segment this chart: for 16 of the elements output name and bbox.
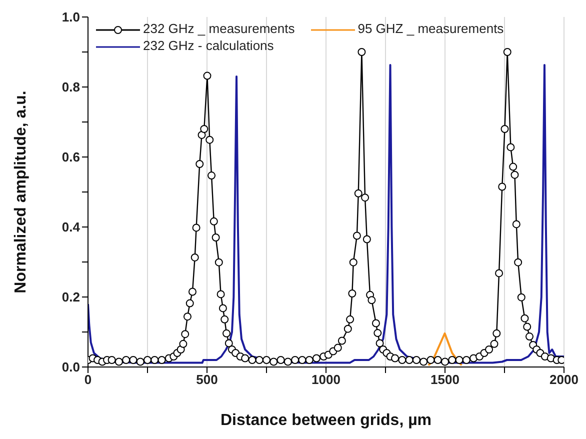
y-axis-title: Normalized amplitude, a.u. bbox=[12, 90, 30, 294]
x-axis-title: Distance between grids, µm bbox=[220, 412, 432, 429]
legend-label: 232 GHz - calculations bbox=[142, 38, 274, 53]
legend-label: 232 GHz _ measurements bbox=[142, 21, 295, 36]
x-tick-label: 1500 bbox=[430, 372, 460, 388]
x-tick-label: 1000 bbox=[312, 372, 340, 388]
y-tick-label: 0.4 bbox=[62, 220, 81, 235]
y-tick-label: 0.0 bbox=[62, 360, 80, 375]
x-tick-label: 2000 bbox=[550, 372, 578, 388]
y-tick-label: 1.0 bbox=[62, 10, 80, 25]
x-tick-label: 500 bbox=[196, 372, 218, 388]
y-tick-label: 0.8 bbox=[62, 80, 80, 95]
legend-label: 95 GHZ _ measurements bbox=[356, 21, 504, 36]
y-tick-label: 0.2 bbox=[62, 290, 80, 305]
x-tick-label: 0 bbox=[84, 372, 92, 388]
y-tick-label: 0.6 bbox=[62, 150, 80, 165]
